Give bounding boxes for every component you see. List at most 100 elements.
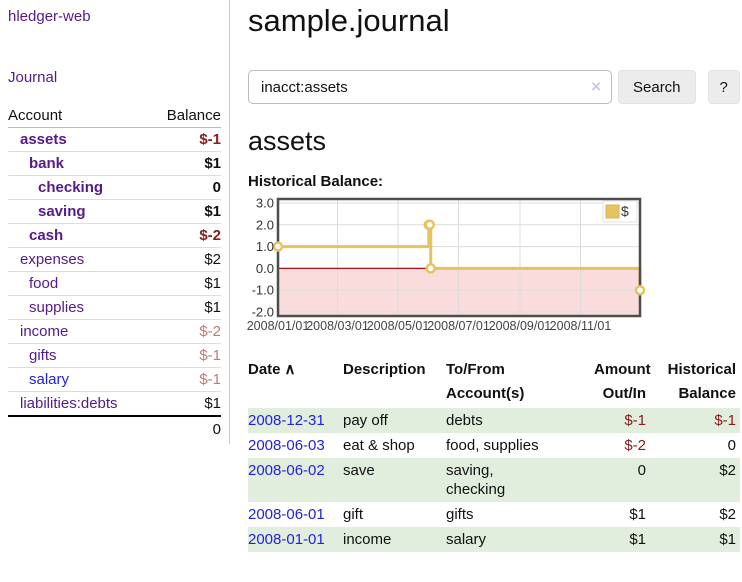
transaction-accounts: salary [446,531,487,548]
account-balance: $2 [150,247,221,272]
transaction-balance: 0 [727,437,736,454]
register-header-balance: Historical Balance [667,361,736,402]
register-header-description: Description [343,361,426,378]
chart-label: Historical Balance: [248,173,384,190]
account-row: income $-2 [8,319,221,344]
account-link-supplies[interactable]: supplies [29,299,85,316]
register-header-date[interactable]: Date ∧ [248,361,296,378]
svg-text:2008/09/01: 2008/09/01 [489,319,552,333]
svg-text:-2.0: -2.0 [252,305,274,320]
register-table: Date ∧ Description To/From Account(s) Amo… [248,356,740,552]
transaction-description: eat & shop [343,437,415,454]
transaction-balance: $1 [719,531,736,548]
account-row: food $1 [8,271,221,296]
transaction-amount: $-1 [624,412,646,429]
account-balance: $1 [150,271,221,296]
account-row: assets $-1 [8,127,221,152]
account-balance: $-1 [150,343,221,368]
account-link-assets[interactable]: assets [20,131,67,148]
transaction-accounts: saving, checking [446,462,506,498]
transaction-amount: $1 [629,506,646,523]
account-link-checking[interactable]: checking [38,179,104,196]
transaction-amount: 0 [637,462,646,479]
accounts-header-account: Account [8,105,151,128]
svg-text:-1.0: -1.0 [252,283,274,298]
transaction-accounts: food, supplies [446,437,539,454]
register-row: 2008-06-01 gift gifts $1 $2 [248,502,740,527]
accounts-header-row: Account Balance [8,105,221,128]
account-link-liabilities-debts[interactable]: liabilities:debts [20,395,118,412]
brand-link[interactable]: hledger-web [8,8,91,25]
historical-balance-chart: $3.0 2.0 1.0 0.0 -1.0 -2.0 2008/01/01 2008/03/0… [247,196,646,336]
transaction-date-link[interactable]: 2008-01-01 [248,531,325,548]
svg-text:2008/01/01: 2008/01/01 [247,319,310,333]
account-row: expenses $2 [8,247,221,272]
account-link-cash[interactable]: cash [29,227,64,244]
account-link-gifts[interactable]: gifts [29,347,57,364]
transaction-description: gift [343,506,364,523]
register-row: 2008-12-31 pay off debts $-1 $-1 [248,408,740,433]
accounts-header-balance: Balance [150,105,221,128]
svg-text:2008/05/01: 2008/05/01 [367,319,430,333]
account-balance: 0 [150,175,221,200]
account-link-income[interactable]: income [20,323,69,340]
account-link-saving[interactable]: saving [38,203,86,220]
search-input[interactable] [248,70,612,104]
register-header-tofrom: To/From Account(s) [446,361,525,402]
sort-asc-icon: ∧ [284,361,296,378]
transaction-date-link[interactable]: 2008-12-31 [248,412,325,429]
search-bar: × Search ? [248,70,742,104]
transaction-amount: $-2 [624,437,646,454]
accounts-total-row: 0 [8,415,221,442]
register-row: 2008-01-01 income salary $1 $1 [248,527,740,552]
accounts-table: Account Balance assets $-1 bank $1 check… [8,105,221,442]
transaction-description: save [343,462,375,479]
help-button[interactable]: ? [707,70,740,104]
sidebar-item-journal[interactable]: Journal [8,69,58,86]
account-balance: $1 [150,151,221,176]
transaction-accounts: gifts [446,506,474,523]
accounts-total-value: 0 [150,415,221,442]
account-row: cash $-2 [8,223,221,248]
account-row: supplies $1 [8,295,221,320]
account-row: liabilities:debts $1 [8,391,221,417]
account-balance: $1 [150,199,221,224]
register-row: 2008-06-03 eat & shop food, supplies $-2… [248,433,740,458]
transaction-date-link[interactable]: 2008-06-02 [248,462,325,479]
register-row: 2008-06-02 save saving, checking 0 $2 [248,458,740,502]
account-balance: $1 [150,391,221,417]
account-balance: $-2 [150,223,221,248]
svg-text:2.0: 2.0 [256,217,274,232]
account-balance: $-1 [150,127,221,152]
register-header-amount: Amount Out/In [594,361,651,402]
page-title: sample.journal [248,3,450,38]
transaction-date-link[interactable]: 2008-06-01 [248,506,325,523]
account-row: salary $-1 [8,367,221,392]
svg-text:0.0: 0.0 [256,261,274,276]
account-row: bank $1 [8,151,221,176]
transaction-description: income [343,531,392,548]
main-content: sample.journal × Search ? assets Histori… [247,0,742,552]
transaction-date-link[interactable]: 2008-06-03 [248,437,325,454]
account-link-expenses[interactable]: expenses [20,251,85,268]
account-balance: $-1 [150,367,221,392]
account-link-salary[interactable]: salary [29,371,70,388]
search-button[interactable]: Search [618,70,696,104]
account-balance: $1 [150,295,221,320]
svg-text:2008/11/01: 2008/11/01 [550,319,612,333]
svg-text:2008/07/01: 2008/07/01 [427,319,490,333]
transaction-amount: $1 [629,531,646,548]
clear-search-icon[interactable]: × [591,77,601,96]
svg-text:$: $ [621,203,629,219]
account-link-bank[interactable]: bank [29,155,65,172]
transaction-balance: $-1 [714,412,736,429]
register-header-row: Date ∧ Description To/From Account(s) Amo… [248,356,740,408]
transaction-accounts: debts [446,412,483,429]
account-page-title: assets [248,126,327,156]
historical-balance-chart-svg: $3.0 2.0 1.0 0.0 -1.0 -2.02008/01/012008/03/0… [247,196,646,333]
account-link-food[interactable]: food [29,275,59,292]
sidebar: hledger-web Journal Account Balance asse… [0,0,230,444]
svg-text:2008/03/01: 2008/03/01 [306,319,369,333]
transaction-balance: $2 [719,506,736,523]
svg-text:3.0: 3.0 [256,196,274,211]
